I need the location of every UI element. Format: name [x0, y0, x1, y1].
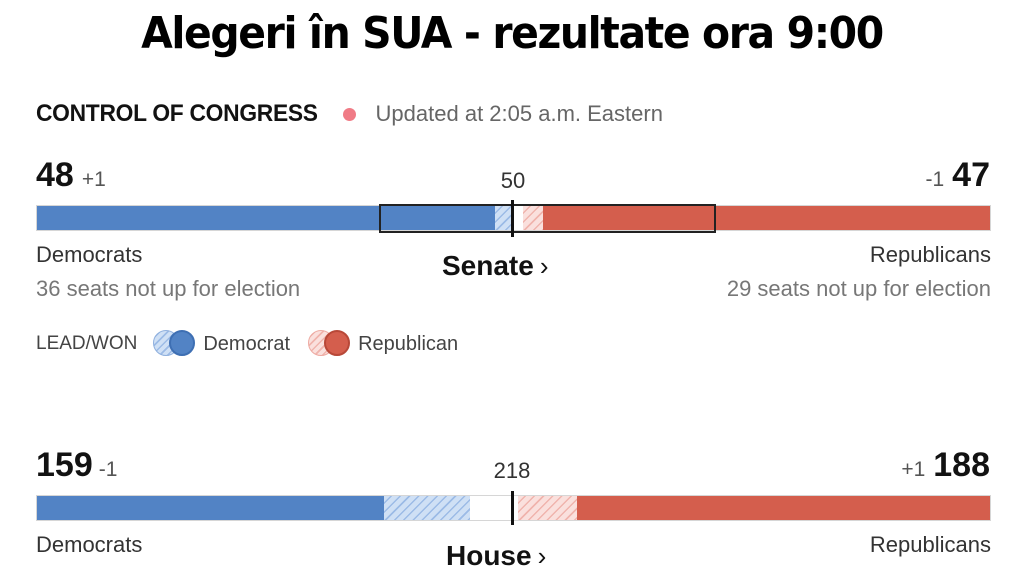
dem-lead-won-icon: [153, 330, 197, 358]
legend-dem-label: Democrat: [203, 332, 291, 355]
house-rep-won-segment: [577, 495, 991, 521]
house-dem-lead-segment: [384, 495, 470, 521]
house-dem-change: -1: [98, 458, 118, 481]
senate-rep-lead-segment: [523, 205, 543, 231]
chevron-right-icon: ›: [537, 540, 547, 571]
senate-rep-label: Republicans: [869, 242, 991, 267]
house-link[interactable]: House ›: [446, 540, 546, 572]
house-dem-total: 159 -1: [36, 446, 117, 485]
senate-rep-won-segment: [543, 205, 991, 231]
rep-lead-won-icon: [308, 330, 352, 358]
senate-rep-seats: 47: [952, 156, 990, 194]
senate-dem-won-segment: [36, 205, 495, 231]
house-dem-seats: 159: [36, 446, 93, 484]
legend: LEAD/WON Democrat Republican: [36, 330, 476, 358]
senate-uncalled-segment: [512, 205, 523, 231]
house-link-label: House: [446, 540, 532, 571]
senate-rep-total: -1 47: [925, 156, 990, 195]
house-rep-seats: 188: [933, 446, 990, 484]
house-rep-label: Republicans: [869, 532, 991, 557]
house-dem-label: Democrats: [36, 532, 143, 557]
senate-up-for-election-outline: [379, 204, 716, 233]
senate-dem-note: 36 seats not up for election: [36, 276, 301, 301]
senate-dem-seats: 48: [36, 156, 74, 194]
legend-title: LEAD/WON: [36, 333, 138, 354]
house-dem-won-segment: [36, 495, 384, 521]
section-title: CONTROL OF CONGRESS: [36, 100, 318, 127]
updated-timestamp: Updated at 2:05 a.m. Eastern: [375, 101, 663, 126]
live-dot-icon: [342, 107, 356, 121]
senate-dem-change: +1: [81, 168, 106, 191]
senate-dem-total: 48 +1: [36, 156, 106, 195]
house-majority-mark: 218: [493, 458, 531, 483]
senate-majority-mark: 50: [500, 168, 526, 193]
house-rep-total: +1 188: [901, 446, 990, 485]
senate-link[interactable]: Senate ›: [442, 250, 549, 282]
house-rep-lead-segment: [518, 495, 577, 521]
house-uncalled-segment: [470, 495, 518, 521]
house-majority-line: [511, 491, 514, 525]
senate-link-label: Senate: [442, 250, 534, 281]
chevron-right-icon: ›: [539, 250, 549, 281]
legend-rep-label: Republican: [358, 332, 459, 355]
section-header: CONTROL OF CONGRESS Updated at 2:05 a.m.…: [36, 100, 663, 128]
senate-majority-line: [511, 200, 514, 237]
senate-dem-lead-segment: [495, 205, 512, 231]
senate-rep-change: -1: [925, 168, 945, 191]
house-rep-change: +1: [901, 458, 926, 481]
senate-rep-note: 29 seats not up for election: [726, 276, 991, 301]
page-title: Alegeri în SUA - rezultate ora 9:00: [141, 8, 884, 59]
senate-dem-label: Democrats: [36, 242, 143, 267]
